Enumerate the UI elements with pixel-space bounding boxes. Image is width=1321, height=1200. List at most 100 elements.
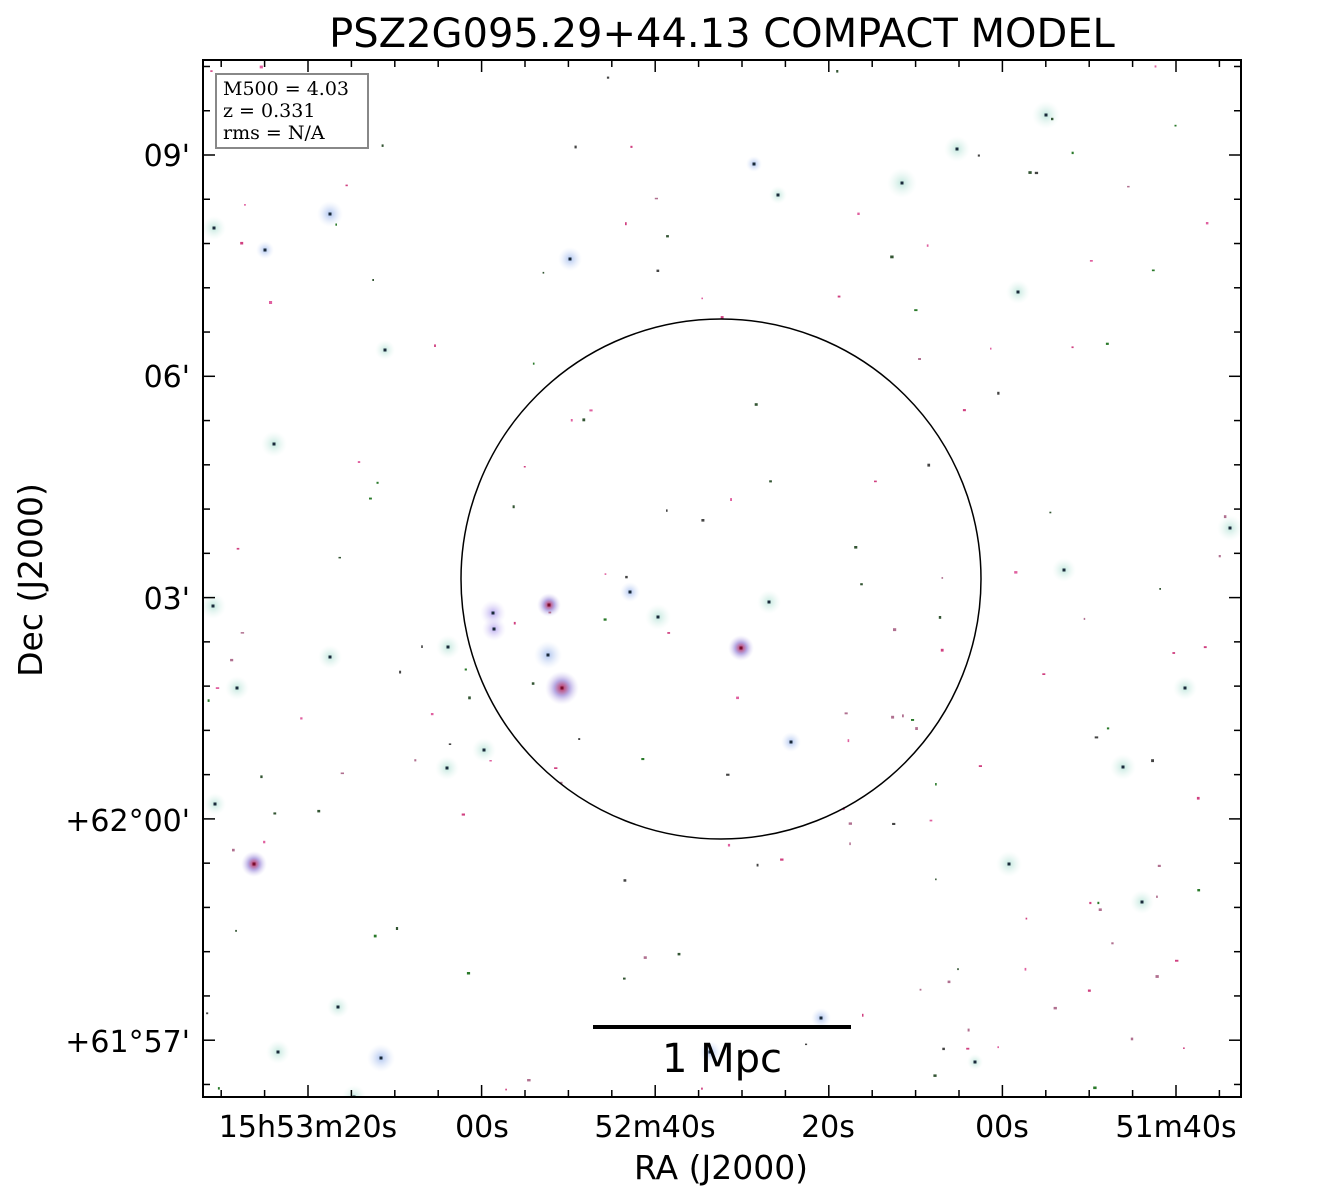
noise-speck [940,648,944,652]
noise-speck [542,271,545,274]
source-core [492,627,496,631]
noise-speck [701,297,703,300]
noise-speck [625,222,627,226]
noise-speck [847,739,850,743]
noise-speck [625,575,628,579]
noise-speck [372,279,374,281]
source-core [628,590,632,594]
noise-speck [957,968,959,971]
source-core [1044,113,1048,117]
axis-ticks [203,60,1241,1097]
noise-speck [966,1047,970,1050]
noise-speck [1024,967,1027,971]
noise-speck [1071,151,1074,155]
noise-speck [236,547,240,550]
noise-speck [230,658,234,662]
noise-speck [1157,864,1161,867]
noise-speck [630,145,633,148]
source-core [973,1060,977,1064]
noise-speck [548,611,552,614]
noise-speck [210,70,213,72]
noise-speck [240,632,245,634]
noise-speck [300,717,303,720]
info-line-rms: rms = N/A [223,122,325,144]
noise-speck [997,1046,999,1049]
chart-title: PSZ2G095.29+44.13 COMPACT MODEL [329,11,1115,57]
noise-speck [1051,117,1054,121]
noise-speck [914,309,918,312]
noise-speck [1218,555,1221,558]
y-tick-label: +62°00' [65,804,190,839]
noise-speck [531,682,535,685]
noise-speck [677,952,681,956]
noise-speck [582,418,586,422]
noise-speck [430,713,434,716]
noise-speck [1014,571,1018,574]
noise-speck [967,1028,970,1032]
noise-speck [606,76,610,79]
noise-speck [1151,759,1154,763]
noise-speck [911,719,915,721]
noise-speck [603,618,607,621]
noise-speck [720,316,724,319]
noise-speck [915,727,918,730]
noise-speck [666,235,669,238]
source-core [739,646,743,650]
source-core [1016,290,1020,294]
noise-speck [1156,895,1158,898]
noise-speck [489,760,492,762]
info-line-m500: M500 = 4.03 [223,78,349,100]
noise-speck [217,1087,220,1090]
source-core [547,603,551,607]
noise-speck [269,301,273,304]
noise-speck [1172,652,1176,654]
noise-speck [340,772,344,775]
noise-speck [942,1047,945,1051]
noise-speck [1197,889,1201,892]
info-line-z: z = 0.331 [223,100,315,122]
source-core [482,748,486,752]
noise-speck [1223,515,1227,519]
noise-speck [666,509,668,512]
source-core [211,604,215,608]
source-core [767,600,771,604]
noise-speck [513,621,516,625]
source-core [328,655,332,659]
noise-speck [273,812,277,815]
source-core [708,1050,712,1054]
x-tick-label: 52m40s [594,1110,715,1145]
noise-speck [335,223,337,226]
noise-speck [468,696,471,700]
noise-speck [938,616,942,619]
noise-speck [926,244,929,247]
noise-speck [857,212,860,215]
source-core [900,181,904,185]
noise-speck [1105,342,1109,345]
noise-speck [244,204,246,206]
noise-speck [862,1013,864,1017]
noise-speck [935,878,937,881]
noise-speck [260,775,263,779]
noise-speck [1130,1037,1134,1041]
noise-speck [461,813,465,816]
source-core [276,1050,280,1054]
x-tick-label: 51m40s [1115,1110,1236,1145]
info-box-frame [215,73,369,149]
source-core [252,862,256,866]
noise-speck [1093,1086,1097,1090]
noise-speck [754,403,758,406]
noise-speck [933,1074,937,1077]
noise-speck [434,344,436,347]
noise-speck [849,842,851,846]
noise-speck [263,840,266,844]
source-core [656,615,660,619]
noise-speck [874,480,877,483]
source-core [1121,765,1125,769]
noise-speck [604,573,607,575]
source-core [1183,686,1187,690]
noise-speck [730,498,732,501]
source-core [955,147,959,151]
noise-speck [902,714,904,718]
noise-speck [927,463,931,467]
noise-speck [1183,1047,1185,1049]
